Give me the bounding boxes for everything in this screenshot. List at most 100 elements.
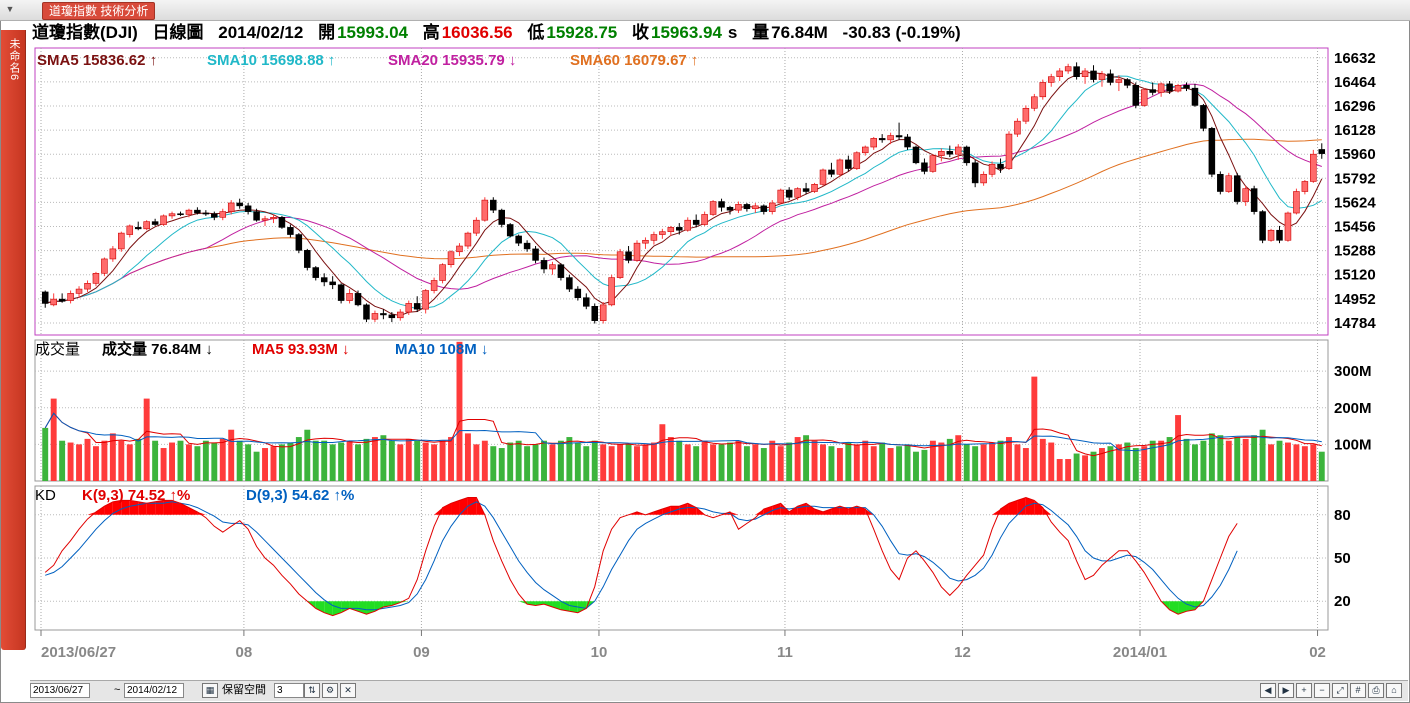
volume-bar <box>101 440 108 481</box>
settings-icon[interactable]: ⚙ <box>322 683 338 698</box>
volume-legend-current: 成交量 76.84M ↓ <box>102 340 213 358</box>
open-label: 開 <box>318 23 336 42</box>
y-tick-label: 16464 <box>1334 74 1376 91</box>
candle-body <box>1047 76 1055 83</box>
volume-bar <box>650 442 657 481</box>
zoom-in-icon[interactable]: + <box>1296 683 1312 698</box>
kd-overbought-fill <box>95 506 105 515</box>
kd-overbought-fill <box>687 503 697 515</box>
candle-body <box>337 284 345 301</box>
volume-bar <box>938 442 945 481</box>
volume-bar <box>431 444 438 481</box>
kd-oversold-fill <box>1178 601 1187 615</box>
volume-bar <box>1141 446 1148 481</box>
kd-overbought-fill <box>822 509 832 515</box>
volume-bar <box>600 444 607 481</box>
candle-body <box>811 184 818 192</box>
candle-body <box>50 298 57 306</box>
scroll-left-icon[interactable]: ◀ <box>1260 683 1276 698</box>
volume-legend-ma10: MA10 108M ↓ <box>395 341 488 358</box>
print-icon[interactable]: ⎙ <box>1368 683 1384 698</box>
quote-header: 道瓊指數(DJI) 日線圖 2014/02/12 開 15993.04 高 1603… <box>32 22 971 44</box>
volume-ma5-line <box>44 412 1322 457</box>
candle-body <box>498 209 505 225</box>
volume-bar <box>507 442 514 481</box>
candle-body <box>557 264 565 278</box>
candle-body <box>785 189 793 198</box>
volume-bar <box>295 437 302 481</box>
candle-body <box>118 232 125 250</box>
candle-body <box>1301 181 1309 192</box>
volume-value: 76.84M <box>771 23 828 42</box>
home-icon[interactable]: ⌂ <box>1386 683 1402 698</box>
volume-bar <box>397 444 404 481</box>
scroll-right-icon[interactable]: ▶ <box>1278 683 1294 698</box>
volume-bar <box>1293 444 1300 481</box>
kd-legend-k: K(9,3) 74.52 ↑% <box>82 487 190 504</box>
candle-body <box>684 219 691 231</box>
spin-icon[interactable]: ⇅ <box>304 683 320 698</box>
volume-bar <box>946 438 953 481</box>
volume-bar <box>879 442 886 481</box>
candle-body <box>1276 229 1283 241</box>
reserve-space-field[interactable]: 3 <box>274 683 304 698</box>
candle-body <box>988 163 996 175</box>
kd-overbought-fill <box>848 506 857 515</box>
volume-bar <box>557 440 564 481</box>
candle-body <box>819 169 827 185</box>
y-tick-label: 14952 <box>1334 291 1376 308</box>
candle-body <box>1132 85 1140 106</box>
end-date-field[interactable]: 2014/02/12 <box>124 683 184 698</box>
candle-body <box>1005 133 1013 169</box>
kd-tick-label: 80 <box>1334 507 1351 524</box>
tab-dji-technical[interactable]: 道瓊指數 技術分析 <box>42 2 156 20</box>
sma60-line <box>45 138 1322 304</box>
candle-body <box>473 219 480 234</box>
grid-icon[interactable]: # <box>1350 683 1366 698</box>
volume-bar <box>870 446 877 481</box>
volume-bar <box>1183 438 1190 481</box>
candle-body <box>676 227 683 231</box>
calendar-icon[interactable]: ▦ <box>202 683 218 698</box>
candle-body <box>397 311 404 319</box>
volume-bar <box>228 429 235 481</box>
volume-bar <box>591 440 598 481</box>
volume-bar <box>997 440 1004 481</box>
volume-bar <box>583 446 590 481</box>
candle-body <box>126 225 134 235</box>
volume-bar <box>710 444 717 481</box>
candle-body <box>278 217 286 228</box>
start-date-field[interactable]: 2013/06/27 <box>30 683 90 698</box>
chevron-down-icon[interactable]: ▼ <box>5 4 15 14</box>
candle-body <box>540 260 548 270</box>
volume-bar <box>752 444 759 481</box>
volume-bar <box>50 398 57 481</box>
candle-body <box>692 219 700 225</box>
side-tab[interactable]: 未命名6 <box>1 30 26 650</box>
candle-body <box>1098 73 1106 80</box>
volume-bar <box>667 437 674 481</box>
candle-body <box>320 277 328 283</box>
kd-oversold-fill <box>324 601 333 616</box>
candle-body <box>1284 212 1292 241</box>
candle-body <box>143 221 150 230</box>
candle-body <box>1022 107 1030 122</box>
volume-bar <box>625 444 632 481</box>
volume-bar <box>1284 442 1291 481</box>
zoom-out-icon[interactable]: − <box>1314 683 1330 698</box>
volume-bar <box>371 437 378 481</box>
range-tilde: ~ <box>114 684 121 696</box>
kd-overbought-fill <box>1017 497 1026 515</box>
fit-icon[interactable]: ⤢ <box>1332 683 1348 698</box>
kd-oversold-fill <box>374 601 384 612</box>
volume-bar <box>1065 459 1072 481</box>
volume-bar <box>126 444 133 481</box>
candle-body <box>1081 70 1089 77</box>
kd-oversold-fill <box>358 601 367 615</box>
close-icon[interactable]: ✕ <box>340 683 356 698</box>
price-panel <box>34 47 1329 336</box>
kd-oversold-fill <box>552 601 561 610</box>
kd-overbought-fill <box>814 509 823 515</box>
candle-body <box>202 212 210 215</box>
